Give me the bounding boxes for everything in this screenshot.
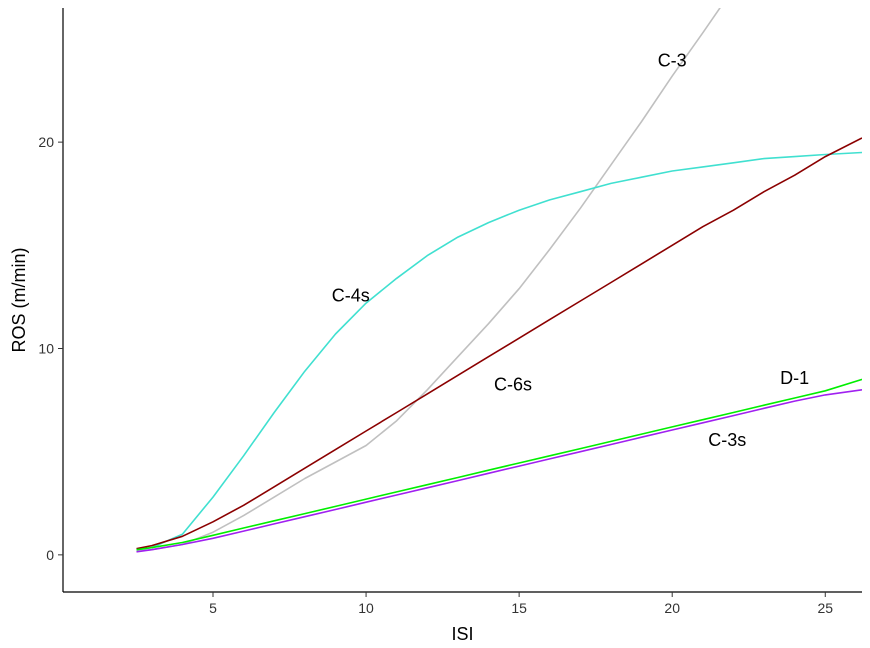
y-axis-title: ROS (m/min)	[9, 248, 29, 353]
series-line-c-3	[136, 8, 721, 552]
series-line-c-3s	[136, 389, 862, 553]
series-label-d-1: D-1	[780, 368, 809, 388]
series-labels: C-3 C-4s C-6s D-1 C-3s	[332, 50, 809, 450]
x-tick-label: 10	[358, 600, 374, 616]
x-axis-ticks: 5 10 15 20 25	[209, 592, 833, 616]
series-line-c-6s	[136, 137, 862, 550]
series-line-c-4s	[136, 151, 862, 551]
series-label-c-3: C-3	[658, 50, 687, 70]
series-line-d-1	[136, 378, 862, 551]
y-tick-label: 10	[38, 340, 54, 356]
x-axis-title: ISI	[451, 624, 473, 644]
x-tick-label: 5	[209, 600, 217, 616]
series-label-c-6s: C-6s	[494, 374, 532, 394]
x-tick-label: 15	[511, 600, 527, 616]
x-tick-label: 20	[664, 600, 680, 616]
y-tick-label: 20	[38, 134, 54, 150]
series-label-c-4s: C-4s	[332, 286, 370, 306]
y-axis-ticks: 0 10 20	[38, 134, 63, 563]
series-lines	[136, 8, 862, 553]
y-tick-label: 0	[46, 547, 54, 563]
x-tick-label: 25	[817, 600, 833, 616]
series-label-c-3s: C-3s	[708, 430, 746, 450]
